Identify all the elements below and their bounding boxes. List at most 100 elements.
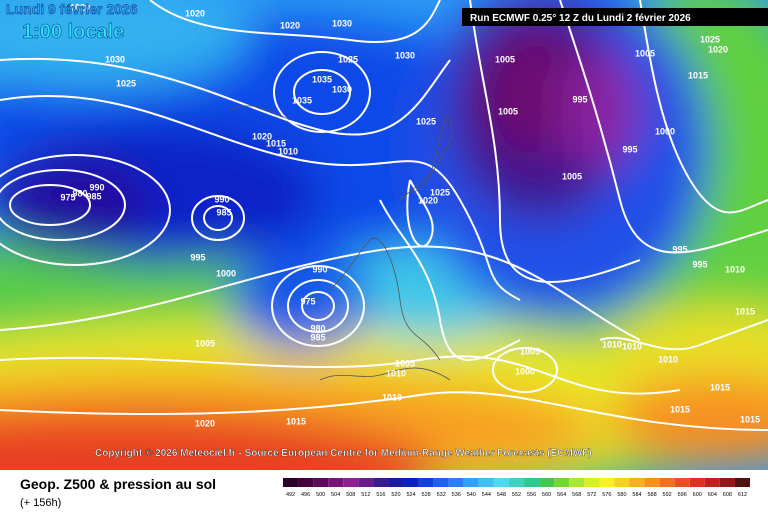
isobar-label: 1005 [498,106,518,116]
colorbar-label: 492 [286,492,295,498]
colorbar-swatch [403,478,419,487]
colorbar-swatch [313,478,329,487]
colorbar-label: 596 [678,492,687,498]
isobar-label: 975 [60,192,75,202]
colorbar-label: 516 [376,492,385,498]
colorbar-swatch [674,478,690,487]
isobar-label: 1010 [386,368,406,378]
colorbar-swatch [689,478,705,487]
isobar-label: 1015 [266,138,286,148]
isobar-label: 1010 [658,354,678,364]
colorbar-swatch [493,478,509,487]
colorbar-swatch [584,478,600,487]
isobar-label: 995 [622,144,637,154]
isobar-label: 1020 [418,195,438,205]
isobar-label: 990 [89,182,104,192]
colorbar-swatch [478,478,494,487]
colorbar-label: 528 [422,492,431,498]
colorbar-label: 512 [361,492,370,498]
isobar-label: 990 [214,194,229,204]
colorbar-swatch [283,478,299,487]
isobar-label: 1005 [195,338,215,348]
isobar-label: 975 [300,296,315,306]
colorbar-label: 604 [708,492,717,498]
colorbar-swatch [388,478,404,487]
colorbar-swatch [358,478,374,487]
isobar-label: 1020 [252,131,272,141]
colorbar-swatch [734,478,750,487]
isobar-label: 1005 [395,358,415,368]
isobar-label: 1030 [332,84,352,94]
colorbar-label: 564 [557,492,566,498]
colorbar-swatch [524,478,540,487]
copyright: Copyright © 2026 Meteociel.fr - Source E… [95,448,592,459]
isobar-label: 1035 [292,95,312,105]
isobar-label: 1005 [562,171,582,181]
isobar-label: 1005 [635,48,655,58]
isobar-label: 980 [72,188,87,198]
legend-title: Geop. Z500 & pression au sol [20,476,216,492]
isobar-label: 1035 [312,74,332,84]
colorbar-label: 504 [331,492,340,498]
isobar-label: 1020 [70,2,90,12]
colorbar-label: 548 [497,492,506,498]
isobar-label: 1025 [338,54,358,64]
colorbar-swatch [629,478,645,487]
isobar-label: 1005 [495,54,515,64]
isobar-label: 995 [672,244,687,254]
colorbar-label: 572 [587,492,596,498]
isobar-label: 985 [310,332,325,342]
colorbar-label: 588 [647,492,656,498]
run-label: Run ECMWF 0.25° 12 Z du Lundi 2 février … [470,13,691,24]
isobar-label: 1015 [735,306,755,316]
isobar-label: 1020 [185,8,205,18]
colorbar-swatch [508,478,525,487]
isobar-label: 1010 [725,264,745,274]
colorbar-swatch [343,478,359,487]
colorbar-swatch [298,478,314,487]
colorbar-label: 500 [316,492,325,498]
colorbar-swatch [614,478,630,487]
colorbar-swatch [463,478,479,487]
isobar-label: 1010 [602,339,622,349]
isobar-label: 1025 [416,116,436,126]
time-label: 1:00 locale [22,21,124,43]
colorbar-label: 592 [663,492,672,498]
colorbar-label: 576 [602,492,611,498]
colorbar-label: 552 [512,492,521,498]
colorbar-label: 584 [632,492,641,498]
isobar-label: 1000 [655,126,675,136]
colorbar-swatch [418,478,434,487]
isobar-label: 1030 [332,18,352,28]
colorbar-label: 612 [738,492,747,498]
colorbar-swatch [328,478,344,487]
colorbar-swatch [719,478,735,487]
isobar-label: 1025 [116,78,136,88]
isobar-label: 1000 [515,366,535,376]
isobar-label: 995 [572,94,587,104]
isobar-label: 1025 [700,34,720,44]
isobar-label: 1000 [216,268,236,278]
isobars [0,0,768,431]
isobar-label: 1010 [278,146,298,156]
isobar-label: 1020 [708,44,728,54]
colorbar-label: 580 [617,492,626,498]
colorbar-label: 600 [693,492,702,498]
isobar-label: 1015 [286,416,306,426]
colorbar-label: 536 [452,492,461,498]
isobar-label: 990 [312,264,327,274]
isobar-label: 1015 [688,70,708,80]
legend-strip [0,470,768,512]
run-box [462,8,768,26]
isobar-label: 980 [310,323,325,333]
isobar-label: 995 [190,252,205,262]
colorbar-label: 520 [391,492,400,498]
colorbar-label: 568 [572,492,581,498]
isobar-label: 1015 [710,382,730,392]
colorbar-swatch [433,478,449,487]
coastlines [229,105,453,381]
colorbar-label: 560 [542,492,551,498]
colorbar-label: 532 [437,492,446,498]
colorbar-label: 608 [723,492,732,498]
